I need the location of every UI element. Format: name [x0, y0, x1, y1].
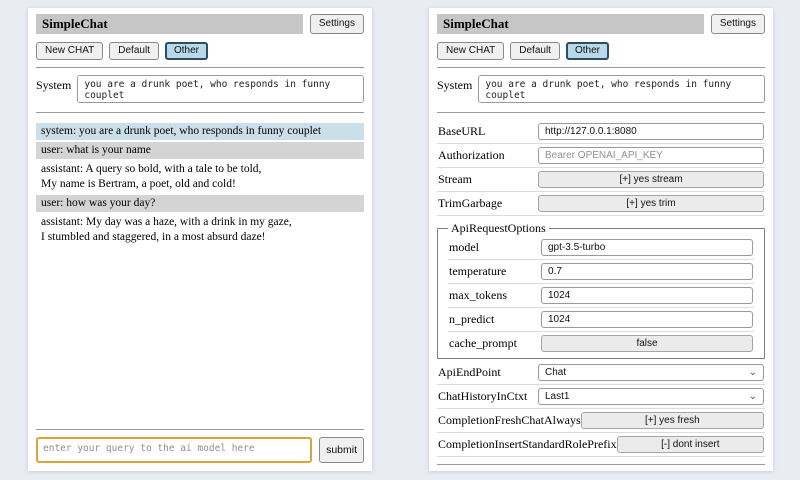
divider	[437, 112, 765, 113]
api-request-options-fieldset: ApiRequestOptions model temperature max_…	[437, 221, 765, 359]
settings-row-baseurl: BaseURL	[437, 120, 765, 144]
app-title: SimpleChat	[437, 14, 704, 34]
app-titlebar: SimpleChat Settings	[437, 14, 765, 34]
spacer	[36, 248, 364, 422]
chat-history-label: ChatHistoryInCtxt	[438, 389, 528, 403]
chat-history-select[interactable]: Last1 ⌄	[538, 388, 764, 405]
chevron-down-icon: ⌄	[748, 390, 757, 402]
stream-toggle-button[interactable]: [+] yes stream	[538, 171, 764, 188]
settings-row-chat-history: ChatHistoryInCtxt Last1 ⌄	[437, 385, 765, 409]
system-prompt-input[interactable]: you are a drunk poet, who responds in fu…	[77, 75, 364, 103]
system-prompt-row: System you are a drunk poet, who respond…	[36, 75, 364, 103]
session-row: New CHAT Default Other	[437, 42, 765, 60]
baseurl-label: BaseURL	[438, 124, 486, 138]
chat-message-assistant: assistant: My day was a haze, with a dri…	[41, 215, 292, 243]
model-input[interactable]	[541, 239, 753, 256]
chat-message-user: user: how was your day?	[36, 194, 364, 212]
divider	[437, 464, 765, 465]
app-titlebar: SimpleChat Settings	[36, 14, 364, 34]
cache-prompt-label: cache_prompt	[449, 336, 517, 350]
settings-row-n-predict: n_predict	[448, 308, 754, 332]
divider	[437, 67, 765, 68]
chevron-down-icon: ⌄	[748, 366, 757, 378]
settings-row-temperature: temperature	[448, 260, 754, 284]
session-button-other[interactable]: Other	[565, 42, 609, 60]
max-tokens-input[interactable]	[541, 287, 753, 304]
session-button-default[interactable]: Default	[510, 42, 560, 60]
cache-prompt-toggle-button[interactable]: false	[541, 335, 753, 352]
trimgarbage-toggle-button[interactable]: [+] yes trim	[538, 195, 764, 212]
completion-insert-label: CompletionInsertStandardRolePrefix	[438, 437, 617, 451]
completion-fresh-label: CompletionFreshChatAlways	[438, 413, 581, 427]
chat-message-list: system: you are a drunk poet, who respon…	[36, 123, 364, 248]
app-title: SimpleChat	[36, 14, 303, 34]
system-label: System	[36, 78, 72, 92]
completion-insert-toggle-button[interactable]: [-] dont insert	[616, 436, 764, 453]
new-chat-button[interactable]: New CHAT	[437, 42, 505, 60]
settings-row-trimgarbage: TrimGarbage [+] yes trim	[437, 192, 765, 216]
n-predict-input[interactable]	[541, 311, 753, 328]
divider	[36, 112, 364, 113]
chat-message-system: system: you are a drunk poet, who respon…	[36, 123, 364, 140]
system-prompt-input[interactable]: you are a drunk poet, who responds in fu…	[478, 75, 765, 103]
chat-history-selected-value: Last1	[545, 391, 570, 402]
session-button-default[interactable]: Default	[109, 42, 159, 60]
new-chat-button[interactable]: New CHAT	[36, 42, 104, 60]
model-label: model	[449, 240, 479, 254]
authorization-input[interactable]	[538, 147, 764, 164]
trimgarbage-label: TrimGarbage	[438, 196, 503, 210]
temperature-input[interactable]	[541, 263, 753, 280]
settings-row-completion-fresh: CompletionFreshChatAlways [+] yes fresh	[437, 409, 765, 433]
submit-button[interactable]: submit	[319, 437, 364, 463]
query-row: submit	[36, 437, 364, 463]
chat-panel: SimpleChat Settings New CHAT Default Oth…	[28, 8, 372, 471]
settings-panel: SimpleChat Settings New CHAT Default Oth…	[429, 8, 773, 471]
settings-row-max-tokens: max_tokens	[448, 284, 754, 308]
settings-button[interactable]: Settings	[710, 14, 765, 34]
settings-list: BaseURL Authorization Stream [+] yes str…	[437, 120, 765, 457]
authorization-label: Authorization	[438, 148, 505, 162]
query-input[interactable]	[36, 437, 313, 463]
completion-fresh-toggle-button[interactable]: [+] yes fresh	[580, 412, 764, 429]
session-row: New CHAT Default Other	[36, 42, 364, 60]
temperature-label: temperature	[449, 264, 507, 278]
settings-row-cache-prompt: cache_prompt false	[448, 332, 754, 355]
settings-row-api-endpoint: ApiEndPoint Chat ⌄	[437, 361, 765, 385]
api-request-options-legend: ApiRequestOptions	[451, 221, 546, 235]
settings-row-authorization: Authorization	[437, 144, 765, 168]
settings-row-completion-insert: CompletionInsertStandardRolePrefix [-] d…	[437, 433, 765, 457]
max-tokens-label: max_tokens	[449, 288, 507, 302]
system-label: System	[437, 78, 473, 92]
settings-row-stream: Stream [+] yes stream	[437, 168, 765, 192]
divider	[36, 429, 364, 430]
chat-message-user: user: what is your name	[36, 141, 364, 159]
stream-label: Stream	[438, 172, 472, 186]
api-endpoint-label: ApiEndPoint	[438, 365, 501, 379]
baseurl-input[interactable]	[538, 123, 764, 140]
settings-row-model: model	[448, 236, 754, 260]
api-endpoint-selected-value: Chat	[545, 367, 567, 378]
system-prompt-row: System you are a drunk poet, who respond…	[437, 75, 765, 103]
session-button-other[interactable]: Other	[164, 42, 208, 60]
divider	[36, 67, 364, 68]
n-predict-label: n_predict	[449, 312, 495, 326]
api-endpoint-select[interactable]: Chat ⌄	[538, 364, 764, 381]
settings-button[interactable]: Settings	[309, 14, 364, 34]
chat-message-assistant: assistant: A query so bold, with a tale …	[41, 162, 262, 190]
